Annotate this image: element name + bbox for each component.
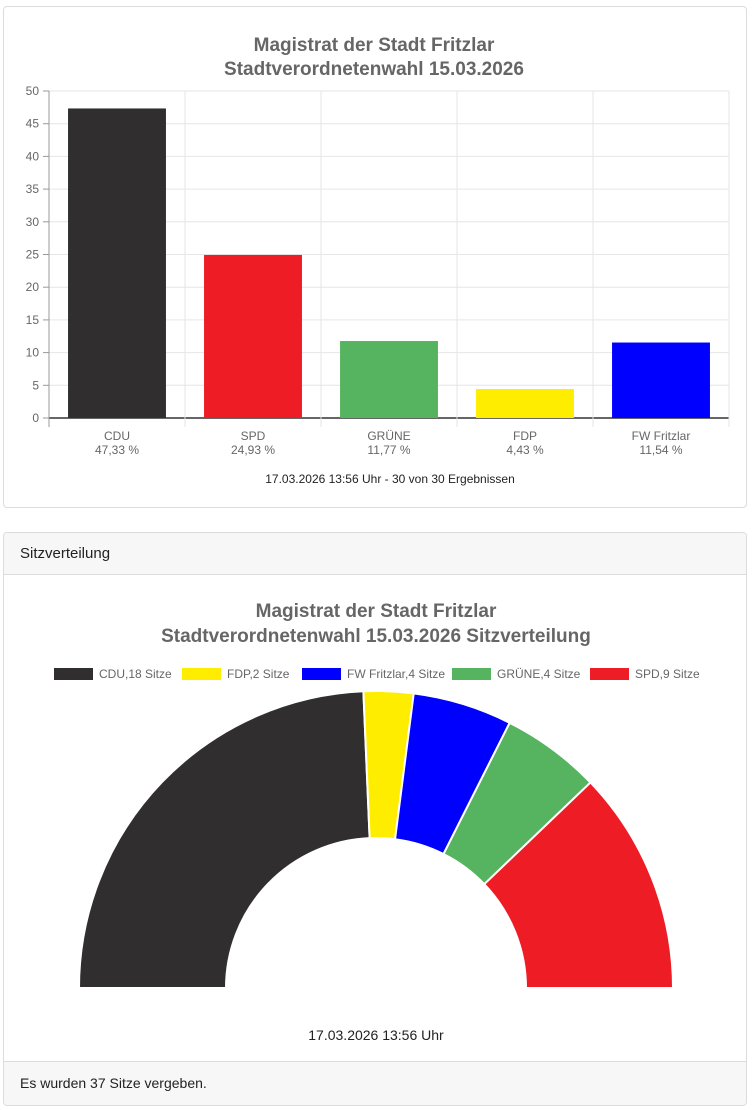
y-tick-label: 40 xyxy=(26,149,40,163)
slice-spd xyxy=(482,781,675,989)
chart-footnote: 17.03.2026 13:56 Uhr xyxy=(308,1027,444,1043)
x-tick-sublabel: 47,33 % xyxy=(95,443,139,457)
chart-title: Magistrat der Stadt Fritzlar xyxy=(256,601,497,622)
y-tick-label: 35 xyxy=(26,182,40,196)
seat-distribution-card: Sitzverteilung Magistrat der Stadt Fritz… xyxy=(3,532,747,1106)
y-tick-label: 25 xyxy=(26,248,40,262)
card-footer: Es wurden 37 Sitze vergeben. xyxy=(4,1061,746,1105)
chart-title: Stadtverordnetenwahl 15.03.2026 Sitzvert… xyxy=(161,626,591,647)
bar-fdp xyxy=(476,389,574,418)
vote-share-bar-chart: Magistrat der Stadt Fritzlar Stadtverordn… xyxy=(26,35,730,486)
bar-grüne xyxy=(340,341,438,418)
x-tick-sublabel: 4,43 % xyxy=(506,443,544,457)
x-tick-label: FDP xyxy=(513,429,537,443)
y-tick-label: 15 xyxy=(26,313,40,327)
chart-title: Magistrat der Stadt Fritzlar xyxy=(254,35,495,56)
x-tick-label: SPD xyxy=(241,429,266,443)
x-tick-sublabel: 11,54 % xyxy=(639,443,682,457)
x-tick-sublabel: 11,77 % xyxy=(367,443,410,457)
legend-label: CDU,18 Sitze xyxy=(99,667,172,681)
legend-swatch xyxy=(182,668,221,680)
y-tick-label: 30 xyxy=(26,215,40,229)
bar-cdu xyxy=(68,108,166,419)
legend-swatch xyxy=(54,668,93,680)
y-tick-label: 5 xyxy=(32,378,39,392)
card-header: Sitzverteilung xyxy=(4,533,746,575)
y-tick-label: 0 xyxy=(32,411,39,425)
seat-distribution-chart: Magistrat der Stadt Fritzlar Stadtverordn… xyxy=(54,601,700,1043)
legend-label: FW Fritzlar,4 Sitze xyxy=(347,667,445,681)
legend-swatch xyxy=(590,668,629,680)
x-tick-label: GRÜNE xyxy=(367,429,410,443)
x-tick-label: FW Fritzlar xyxy=(632,429,691,443)
legend-label: GRÜNE,4 Sitze xyxy=(497,667,581,681)
bar-fw-fritzlar xyxy=(612,342,710,418)
bar-spd xyxy=(204,254,302,418)
slice-cdu xyxy=(77,690,371,989)
chart-title: Stadtverordnetenwahl 15.03.2026 xyxy=(224,59,524,80)
y-tick-label: 45 xyxy=(26,117,40,131)
y-tick-label: 20 xyxy=(26,280,40,294)
legend-label: SPD,9 Sitze xyxy=(635,667,700,681)
y-tick-label: 50 xyxy=(26,84,40,98)
x-tick-sublabel: 24,93 % xyxy=(231,443,275,457)
legend-swatch xyxy=(302,668,341,680)
legend-label: FDP,2 Sitze xyxy=(227,667,290,681)
y-tick-label: 10 xyxy=(26,346,40,360)
vote-share-card: Magistrat der Stadt Fritzlar Stadtverordn… xyxy=(3,6,747,508)
x-tick-label: CDU xyxy=(104,429,130,443)
chart-footnote: 17.03.2026 13:56 Uhr - 30 von 30 Ergebni… xyxy=(265,472,515,486)
legend-swatch xyxy=(452,668,491,680)
